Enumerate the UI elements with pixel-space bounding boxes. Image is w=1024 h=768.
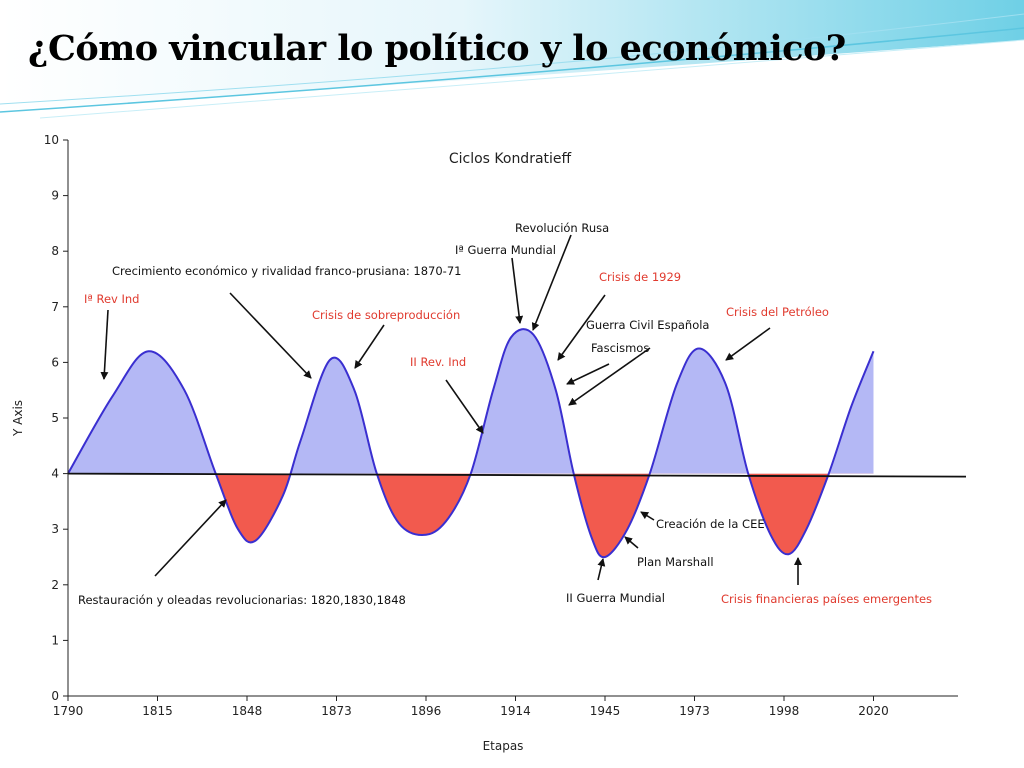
arrow-1a-rev-ind <box>100 309 109 380</box>
annotation-ia-guerra-mundial: Iª Guerra Mundial <box>455 243 556 257</box>
annotation-creacion-cee: Creación de la CEE <box>656 517 765 531</box>
x-tick-label: 1815 <box>142 704 173 718</box>
annotation-guerra-civil: Guerra Civil Española <box>586 318 709 332</box>
arrow-crisis-1929 <box>557 294 606 361</box>
y-tick-label: 5 <box>51 411 59 425</box>
axes: 0 1 2 3 4 5 6 7 8 9 10 1790 1815 1848 1873 1896 1914 194… <box>44 133 958 718</box>
x-tick-label: 2020 <box>858 704 889 718</box>
annotation-plan-marshall: Plan Marshall <box>637 555 714 569</box>
x-ticks: 1790 1815 1848 1873 1896 1914 1945 1973 1998 2020 <box>53 696 889 718</box>
x-tick-label: 1914 <box>500 704 531 718</box>
arrow-ii-guerra-mundial <box>597 558 606 581</box>
x-tick-label: 1998 <box>769 704 800 718</box>
arrow-creacion-cee <box>640 511 655 521</box>
annotation-crisis-sobreproduccion: Crisis de sobreproducción <box>312 308 460 322</box>
expansion-area <box>68 329 874 474</box>
annotation-crisis-financieras: Crisis financieras países emergentes <box>721 592 932 606</box>
y-tick-label: 3 <box>51 522 59 536</box>
y-tick-label: 9 <box>51 189 59 203</box>
arrow-restauracion <box>154 499 227 577</box>
annotation-ii-rev-ind: II Rev. Ind <box>410 355 466 369</box>
annotation-crecimiento: Crecimiento económico y rivalidad franco… <box>112 264 461 278</box>
annotation-arrows <box>100 234 802 585</box>
x-tick-label: 1848 <box>232 704 263 718</box>
x-tick-label: 1973 <box>679 704 710 718</box>
x-tick-label: 1790 <box>53 704 84 718</box>
x-tick-label: 1896 <box>411 704 442 718</box>
arrow-revolucion-rusa <box>531 234 572 331</box>
arrow-guerra-civil <box>568 347 651 406</box>
annotation-fascismos: Fascismos <box>591 341 649 355</box>
kondratieff-chart: 0 1 2 3 4 5 6 7 8 9 10 1790 1815 1848 1873 1896 1914 194… <box>11 133 967 753</box>
baseline-line <box>67 472 967 478</box>
arrow-ii-rev-ind <box>445 379 484 434</box>
series-line-kondratieff <box>67 328 875 559</box>
area-fills <box>68 329 874 558</box>
annotation-ia-rev-ind: Iª Rev Ind <box>84 292 139 306</box>
chart-title: Ciclos Kondratieff <box>449 151 572 167</box>
slide-title: ¿Cómo vincular lo político y lo económic… <box>28 28 846 69</box>
y-ticks: 0 1 2 3 4 5 6 7 8 9 10 <box>44 133 68 703</box>
arrow-plan-marshall <box>624 536 639 549</box>
arrow-crisis-sobreproduccion <box>354 324 385 369</box>
x-tick-label: 1873 <box>321 704 352 718</box>
y-tick-label: 1 <box>51 633 59 647</box>
arrow-fascismos <box>566 363 610 385</box>
annotation-restauracion: Restauración y oleadas revolucionarias: … <box>78 593 406 607</box>
x-axis-label: Etapas <box>483 739 524 753</box>
y-tick-label: 4 <box>51 467 59 481</box>
annotations: Iª Rev Ind Crecimiento económico y rival… <box>78 221 932 607</box>
x-tick-label: 1945 <box>590 704 621 718</box>
arrow-crecimiento <box>229 292 312 379</box>
y-tick-label: 8 <box>51 244 59 258</box>
y-axis-label: Y Axis <box>11 400 25 437</box>
y-tick-label: 0 <box>51 689 59 703</box>
annotation-crisis-1929: Crisis de 1929 <box>599 270 681 284</box>
annotation-revolucion-rusa: Revolución Rusa <box>515 221 609 235</box>
y-tick-label: 7 <box>51 300 59 314</box>
contraction-area <box>215 473 829 558</box>
y-tick-label: 10 <box>44 133 59 147</box>
slide-header-background <box>0 0 1024 119</box>
chart-panel: 0 1 2 3 4 5 6 7 8 9 10 1790 1815 1848 1873 1896 1914 194… <box>8 128 980 764</box>
y-tick-label: 6 <box>51 355 59 369</box>
annotation-crisis-petroleo: Crisis del Petróleo <box>726 305 829 319</box>
y-tick-label: 2 <box>51 578 59 592</box>
annotation-ii-guerra-mundial: II Guerra Mundial <box>566 591 665 605</box>
arrow-crisis-petroleo <box>725 327 771 361</box>
arrow-ia-guerra-mundial <box>511 257 524 324</box>
